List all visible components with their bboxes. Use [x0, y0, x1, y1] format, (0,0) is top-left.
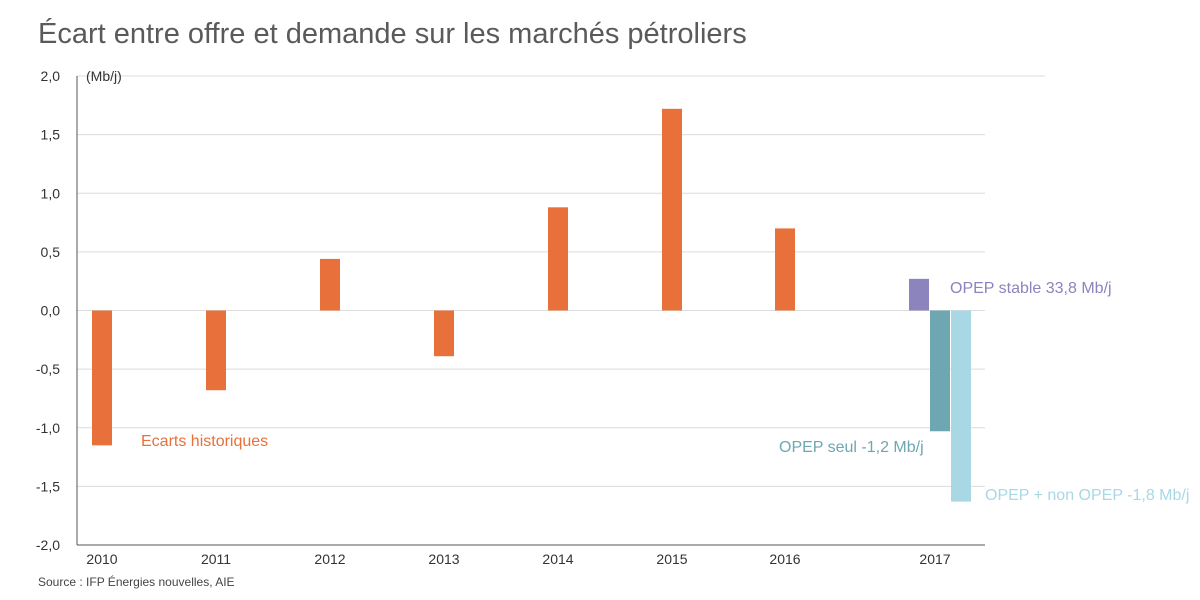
y-tick-label: -0,5 — [36, 361, 60, 377]
y-tick-label: -1,5 — [36, 478, 60, 494]
bar — [930, 310, 950, 432]
bar — [206, 310, 226, 391]
y-axis-unit: (Mb/j) — [86, 68, 122, 84]
bar — [92, 310, 112, 446]
bar — [434, 310, 454, 357]
y-tick-label: 0,0 — [41, 303, 61, 319]
annotation-label: OPEP seul -1,2 Mb/j — [779, 439, 924, 456]
x-tick-label: 2010 — [86, 551, 117, 567]
annotation-label: OPEP + non OPEP -1,8 Mb/j — [985, 487, 1189, 504]
bar — [775, 228, 795, 311]
x-tick-label: 2013 — [428, 551, 459, 567]
bars — [92, 108, 971, 502]
bar — [320, 258, 340, 311]
chart-title: Écart entre offre et demande sur les mar… — [38, 18, 747, 50]
annotations: Ecarts historiques OPEP stable 33,8 Mb/j O… — [141, 280, 1189, 504]
axes — [76, 76, 985, 546]
y-tick-label: 0,5 — [41, 244, 61, 260]
y-tick-label: -2,0 — [36, 537, 60, 553]
x-tick-label: 2011 — [201, 551, 231, 567]
x-tick-label: 2014 — [542, 551, 573, 567]
x-tick-label: 2017 — [919, 551, 950, 567]
x-tick-label: 2016 — [769, 551, 800, 567]
y-tick-label: 1,0 — [41, 185, 61, 201]
source-note: Source : IFP Énergies nouvelles, AIE — [38, 575, 235, 589]
annotation-label: OPEP stable 33,8 Mb/j — [950, 280, 1112, 297]
x-tick-label: 2015 — [656, 551, 687, 567]
bar — [951, 310, 971, 502]
bar — [548, 207, 568, 311]
y-tick-label: 2,0 — [41, 68, 61, 84]
annotation-label: Ecarts historiques — [141, 433, 268, 450]
y-tick-label: -1,0 — [36, 420, 60, 436]
x-tick-label: 2012 — [314, 551, 345, 567]
bar — [662, 108, 682, 311]
tick-labels: 2,0 1,5 1,0 0,5 0,0 -0,5 -1,0 -1,5 -2,0 (Mb/j) 201… — [36, 68, 951, 567]
bar — [909, 278, 929, 311]
y-tick-label: 1,5 — [41, 127, 61, 143]
